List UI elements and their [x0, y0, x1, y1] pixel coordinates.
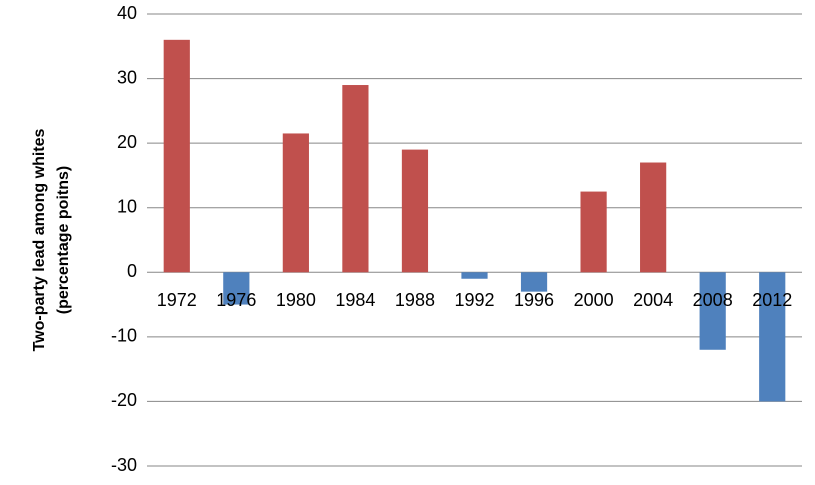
x-tick-label: 1988	[395, 290, 435, 310]
x-tick-label: 2008	[693, 290, 733, 310]
x-tick-label: 1992	[454, 290, 494, 310]
bar	[401, 149, 429, 273]
bar	[520, 272, 548, 292]
y-tick-label: 40	[117, 3, 137, 23]
y-tick-label: -30	[111, 455, 137, 475]
bar	[699, 272, 726, 350]
x-tick-label: 2004	[633, 290, 673, 310]
x-tick-label: 1984	[335, 290, 375, 310]
bar	[223, 272, 250, 305]
y-tick-label: 20	[117, 132, 137, 152]
x-tick-label: 2000	[574, 290, 614, 310]
bar	[163, 39, 190, 273]
y-axis-title-line: Two-party lead among whites	[31, 128, 48, 351]
y-tick-label: 10	[117, 196, 137, 216]
x-tick-label: 2012	[752, 290, 792, 310]
x-tick-label: 1976	[216, 290, 256, 310]
y-tick-label: 0	[127, 261, 137, 281]
y-axis-title: Two-party lead among whites (percentage …	[31, 128, 72, 351]
bar	[759, 272, 786, 402]
bar	[640, 162, 667, 273]
y-tick-label: -10	[111, 326, 137, 346]
y-tick-label: 30	[117, 67, 137, 87]
x-tick-label: 1972	[157, 290, 197, 310]
bar	[580, 191, 607, 273]
x-tick-label: 1996	[514, 290, 554, 310]
y-tick-label: -20	[111, 390, 137, 410]
x-tick-label: 1980	[276, 290, 316, 310]
y-axis-title-line: (percentage poitns)	[55, 166, 72, 314]
bar	[342, 85, 369, 273]
bar	[461, 272, 488, 279]
bar	[282, 133, 309, 273]
